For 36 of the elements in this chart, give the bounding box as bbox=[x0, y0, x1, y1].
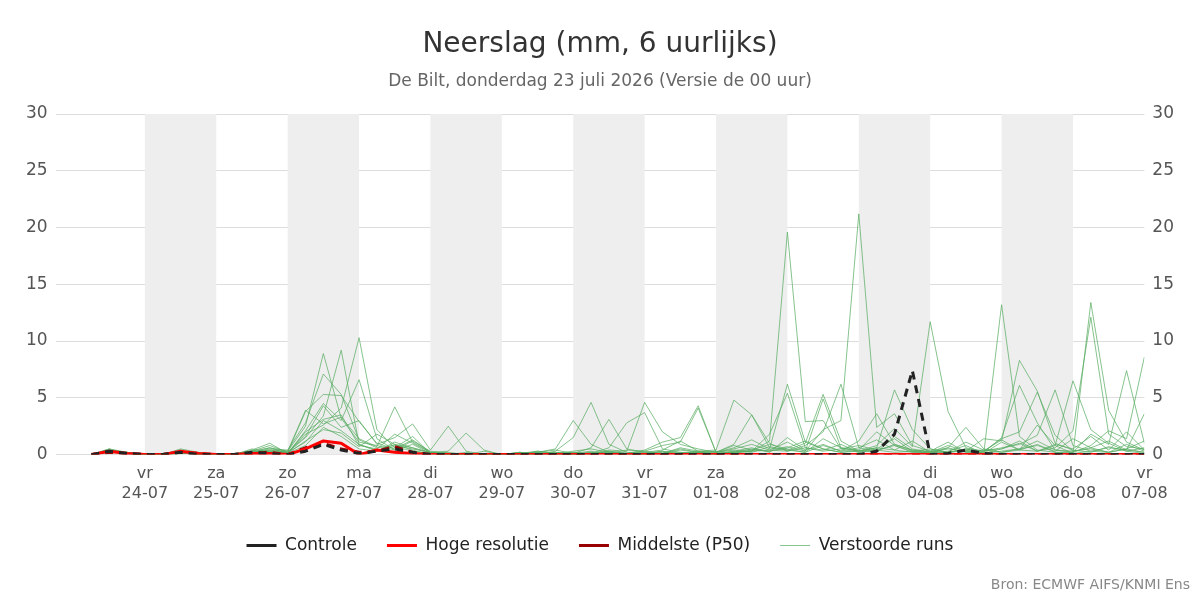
y2-tick-label: 0 bbox=[1152, 443, 1164, 464]
y-tick-label: 30 bbox=[25, 102, 48, 123]
y-tick-label: 0 bbox=[36, 443, 48, 464]
chart-title: Neerslag (mm, 6 uurlijks) bbox=[422, 26, 778, 60]
x-tick-label: do 06-08 bbox=[1049, 463, 1097, 502]
x-tick-label: vr 07-08 bbox=[1121, 463, 1168, 502]
x-tick-label: wo 05-08 bbox=[978, 463, 1025, 502]
y2-tick-label: 20 bbox=[1152, 215, 1175, 236]
y2-tick-label: 30 bbox=[1152, 102, 1175, 123]
legend-label: Middelste (P50) bbox=[617, 533, 751, 554]
legend-label: Controle bbox=[285, 533, 357, 554]
x-tick-label: do 30-07 bbox=[549, 463, 597, 502]
y2-tick-label: 25 bbox=[1152, 159, 1175, 180]
y-tick-label: 5 bbox=[36, 386, 48, 407]
x-tick-label: vr 24-07 bbox=[121, 463, 169, 502]
legend-label: Hoge resolutie bbox=[425, 533, 549, 554]
x-tick-label: zo 26-07 bbox=[264, 463, 311, 502]
x-tick-label: za 01-08 bbox=[692, 463, 740, 502]
x-tick-label: di 28-07 bbox=[407, 463, 454, 502]
legend-label: Verstoorde runs bbox=[818, 533, 954, 554]
x-tick-label: di 04-08 bbox=[906, 463, 954, 502]
y-tick-label: 15 bbox=[25, 272, 48, 293]
y-tick-label: 10 bbox=[25, 329, 48, 350]
y2-tick-label: 15 bbox=[1152, 272, 1175, 293]
y-tick-label: 20 bbox=[25, 215, 48, 236]
y-tick-label: 25 bbox=[25, 159, 48, 180]
x-tick-label: zo 02-08 bbox=[764, 463, 811, 502]
x-tick-label: vr 31-07 bbox=[621, 463, 668, 502]
x-tick-label: ma 27-07 bbox=[335, 463, 383, 502]
chart-subtitle: De Bilt, donderdag 23 juli 2026 (Versie de 00 uur) bbox=[388, 70, 812, 91]
x-tick-label: wo 29-07 bbox=[478, 463, 526, 502]
y2-tick-label: 5 bbox=[1152, 386, 1164, 407]
text: Bron: ECMWF AIFS/KNMI Ens bbox=[990, 575, 1190, 592]
x-tick-label: ma 03-08 bbox=[835, 463, 883, 502]
y2-tick-label: 10 bbox=[1152, 329, 1175, 350]
x-tick-label: za 25-07 bbox=[193, 463, 240, 502]
